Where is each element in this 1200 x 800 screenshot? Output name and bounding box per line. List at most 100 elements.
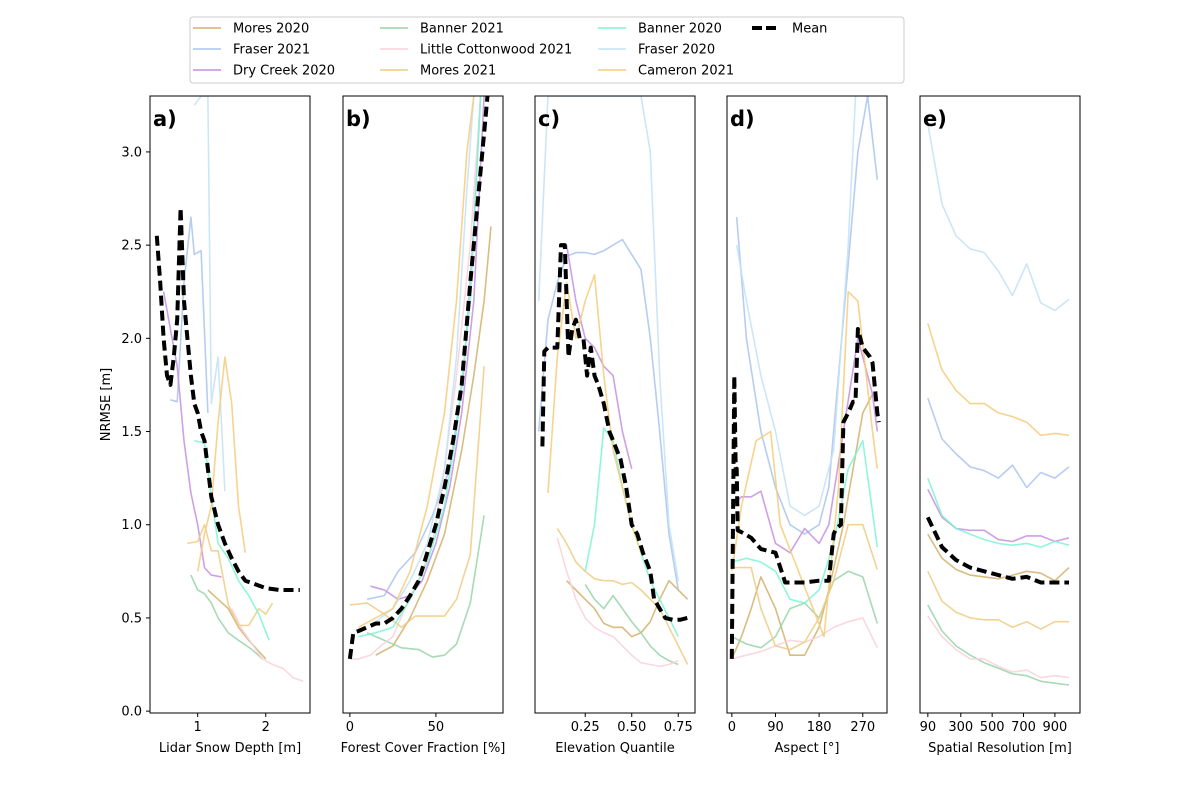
x-tick-label: 0 — [346, 720, 354, 735]
panel-label: c) — [538, 107, 560, 131]
series-line-banner-2021 — [927, 604, 1070, 686]
series-line-cameron-2021 — [927, 323, 1070, 437]
x-tick-label: 500 — [980, 720, 1005, 735]
y-tick-label: 1.5 — [121, 425, 142, 440]
plot-frame — [726, 95, 888, 714]
series-line-mores-2020 — [731, 393, 874, 660]
x-tick-label: 0.75 — [664, 720, 693, 735]
series-line-banner-2020 — [731, 439, 879, 604]
x-tick-label: 180 — [807, 720, 832, 735]
series-line-mores-2021 — [731, 523, 879, 651]
series-line-banner-2021 — [731, 570, 879, 649]
series-line-banner-2021 — [366, 515, 485, 658]
chart-panel-2: 0 50 Forest Cover Fraction [%] b) — [341, 95, 506, 756]
panel-label: d) — [730, 107, 755, 131]
series-line-dry-creek-2020 — [731, 337, 879, 554]
y-tick-label: 0.5 — [121, 611, 142, 626]
series-line-mores-2021 — [556, 528, 689, 665]
series-line-mean — [729, 327, 881, 659]
x-axis-label: Aspect [°] — [775, 741, 840, 756]
series-line-mores-2020 — [207, 589, 267, 660]
chart-panels: 1 2 0.0 0.5 1.0 1.5 2.0 2.5 3.0 Lidar Snow Depth … — [99, 95, 1081, 756]
series-line-banner-2020 — [194, 440, 270, 641]
plot-frame — [342, 95, 504, 714]
series-line-little-cottonwood-2021 — [927, 615, 1070, 679]
series-line-banner-2021 — [584, 583, 679, 666]
legend-label-dry-creek-2020: Dry Creek 2020 — [233, 64, 335, 79]
panel-label: a) — [153, 107, 177, 131]
x-axis-label: Spatial Resolution [m] — [928, 741, 1072, 756]
x-axis-label: Lidar Snow Depth [m] — [159, 741, 301, 756]
series-line-mores-2020 — [927, 533, 1070, 582]
series-line-little-cottonwood-2021 — [731, 617, 879, 660]
series-line-dry-creek-2020 — [162, 291, 222, 578]
series-line-fraser-2021 — [170, 216, 209, 413]
x-tick-label: 700 — [1011, 720, 1036, 735]
x-tick-label: 90 — [920, 720, 937, 735]
legend-label-banner-2020: Banner 2020 — [638, 22, 722, 37]
y-tick-label: 3.0 — [121, 145, 142, 160]
legend-label-mean: Mean — [792, 22, 827, 37]
series-line-fraser-2020 — [537, 96, 680, 581]
series-line-mores-2021 — [187, 523, 274, 627]
series-line-fraser-2021 — [735, 96, 879, 535]
series-line-cameron-2021 — [196, 356, 247, 572]
series-lines — [154, 96, 304, 683]
series-lines — [537, 96, 689, 668]
series-line-banner-2020 — [927, 477, 1070, 548]
x-tick-label: 0.50 — [617, 720, 646, 735]
series-line-fraser-2021 — [927, 397, 1070, 489]
series-line-banner-2021 — [190, 574, 263, 660]
chart-panel-4: 0 90 180 270 Aspect [°] d) — [726, 95, 888, 756]
x-tick-label: 300 — [948, 720, 973, 735]
series-line-mean — [925, 516, 1069, 585]
series-line-fraser-2020 — [735, 96, 857, 517]
chart-panel-3: 0.25 0.50 0.75 Elevation Quantile c) — [534, 95, 696, 756]
series-line-fraser-2020 — [375, 96, 475, 623]
series-line-little-cottonwood-2021 — [556, 537, 679, 668]
x-tick-label: 270 — [850, 720, 875, 735]
x-axis-label: Forest Cover Fraction [%] — [341, 741, 506, 756]
series-line-mores-2020 — [375, 226, 492, 656]
legend-label-cameron-2021: Cameron 2021 — [638, 64, 734, 79]
x-tick-label: 0.25 — [571, 720, 600, 735]
series-line-mores-2021 — [349, 366, 485, 629]
legend-box — [189, 16, 905, 84]
legend-label-fraser-2020: Fraser 2020 — [638, 43, 715, 58]
y-axis-label: NRMSE [m] — [99, 368, 114, 441]
series-lines — [729, 96, 881, 660]
legend-label-little-cottonwood-2021: Little Cottonwood 2021 — [420, 43, 572, 58]
x-tick-label: 2 — [262, 720, 270, 735]
series-line-mean — [154, 205, 300, 592]
series-line-dry-creek-2020 — [927, 488, 1070, 543]
series-line-mean — [347, 96, 490, 660]
series-lines — [925, 123, 1070, 686]
y-tick-label: 0.0 — [121, 705, 142, 720]
x-tick-label: 90 — [767, 720, 784, 735]
legend: Mores 2020 Fraser 2021 Dry Creek 2020 Banne… — [189, 16, 905, 84]
x-axis-label: Elevation Quantile — [555, 741, 675, 756]
series-line-mean — [540, 243, 689, 622]
series-line-little-cottonwood-2021 — [230, 608, 304, 683]
x-tick-label: 50 — [428, 720, 445, 735]
series-line-dry-creek-2020 — [370, 96, 485, 601]
plot-frame — [149, 95, 311, 714]
y-tick-label: 1.0 — [121, 518, 142, 533]
legend-label-mores-2020: Mores 2020 — [233, 22, 309, 37]
chart-panel-5: 90 300 500 700 900 Spatial Resolution [m] e) — [919, 95, 1081, 756]
series-lines — [347, 96, 492, 660]
series-line-banner-2020 — [358, 96, 482, 638]
series-line-cameron-2021 — [358, 96, 475, 629]
series-line-fraser-2020 — [927, 123, 1070, 312]
legend-label-mores-2021: Mores 2021 — [420, 64, 496, 79]
legend-label-fraser-2021: Fraser 2021 — [233, 43, 310, 58]
panel-label: e) — [923, 107, 947, 131]
x-tick-label: 900 — [1042, 720, 1067, 735]
x-tick-label: 0 — [728, 720, 736, 735]
series-line-fraser-2020 — [193, 96, 226, 492]
x-tick-label: 1 — [194, 720, 202, 735]
series-line-dry-creek-2020 — [565, 244, 633, 469]
plot-frame — [919, 95, 1081, 714]
series-line-cameron-2021 — [731, 290, 879, 638]
